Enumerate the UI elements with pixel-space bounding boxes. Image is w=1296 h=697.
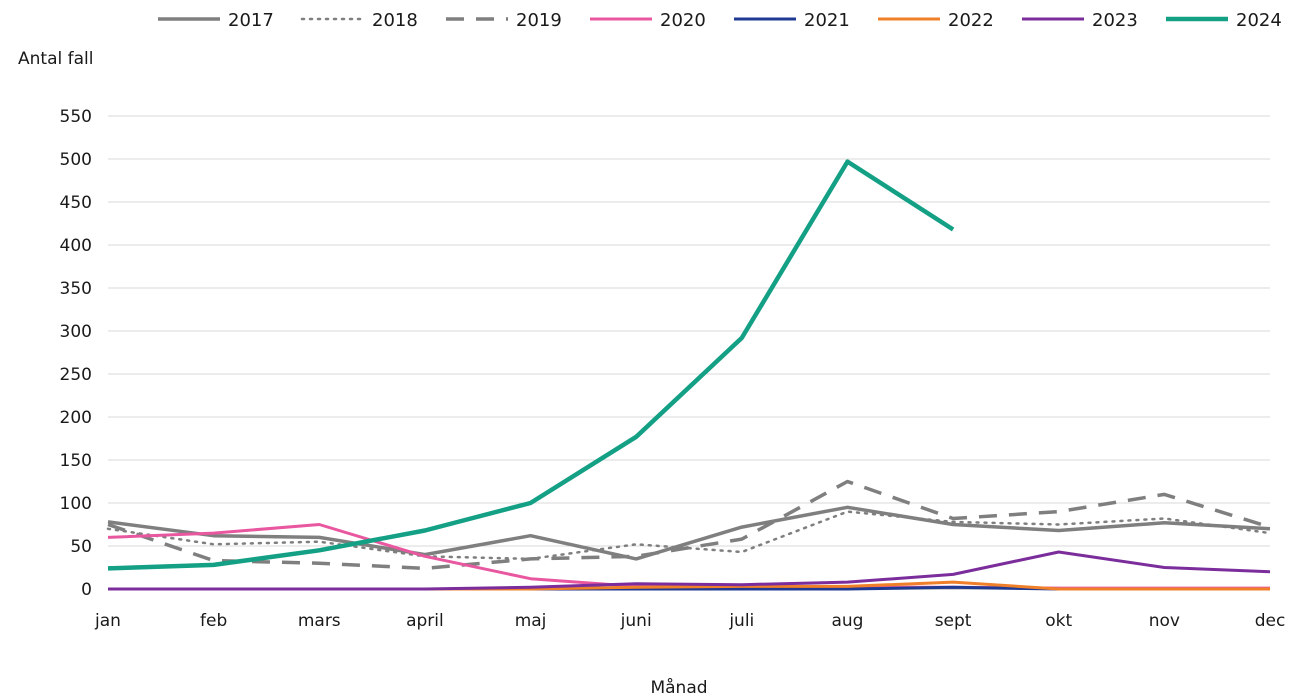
x-tick-label: juli (728, 611, 754, 631)
gridlines (108, 115, 1270, 547)
x-tick-label: juni (620, 611, 652, 631)
series-line-2017 (107, 505, 1271, 561)
x-tick-label: aug (831, 611, 863, 631)
y-tick-label: 250 (60, 365, 92, 385)
y-tick-label: 450 (60, 193, 92, 213)
x-tick-label: sept (935, 611, 972, 631)
legend-label-2020: 2020 (660, 10, 706, 31)
y-tick-label: 550 (60, 107, 92, 127)
x-tick-label: okt (1045, 611, 1072, 631)
x-tick-label: jan (94, 611, 121, 631)
y-tick-label: 300 (60, 322, 92, 342)
x-axis-ticks: jan feb mars april maj juni juli aug sept okt nov d… (94, 611, 1285, 631)
legend-label-2018: 2018 (372, 10, 418, 31)
y-axis-ticks: 0 50 100 150 200 250 300 350 400 450 500 550 (60, 107, 92, 600)
y-tick-label: 400 (60, 236, 92, 256)
y-tick-label: 50 (70, 537, 92, 557)
legend-label-2021: 2021 (804, 10, 850, 31)
y-tick-label: 0 (81, 580, 92, 600)
y-tick-label: 350 (60, 279, 92, 299)
series-line-2023 (108, 550, 1271, 591)
x-axis-title: Månad (650, 677, 707, 697)
legend-label-2019: 2019 (516, 10, 562, 31)
legend-label-2017: 2017 (228, 10, 274, 31)
legend-label-2024: 2024 (1236, 10, 1282, 31)
y-tick-label: 500 (60, 150, 92, 170)
y-axis-title: Antal fall (18, 49, 93, 69)
x-tick-label: maj (515, 611, 547, 631)
legend: 2017 2018 2019 2020 2021 2022 2023 2024 (158, 10, 1282, 31)
y-tick-label: 200 (60, 408, 92, 428)
legend-label-2022: 2022 (948, 10, 994, 31)
x-tick-label: feb (200, 611, 227, 631)
series-line-2018 (106, 510, 1272, 561)
x-tick-label: mars (298, 611, 341, 631)
x-tick-label: dec (1255, 611, 1286, 631)
y-tick-label: 100 (60, 494, 92, 514)
legend-label-2023: 2023 (1092, 10, 1138, 31)
x-tick-label: april (406, 611, 444, 631)
y-tick-label: 150 (60, 451, 92, 471)
series-lines (106, 159, 1272, 591)
series-line-2019 (107, 479, 1271, 571)
x-tick-label: nov (1149, 611, 1180, 631)
series-line-2024 (107, 159, 955, 571)
